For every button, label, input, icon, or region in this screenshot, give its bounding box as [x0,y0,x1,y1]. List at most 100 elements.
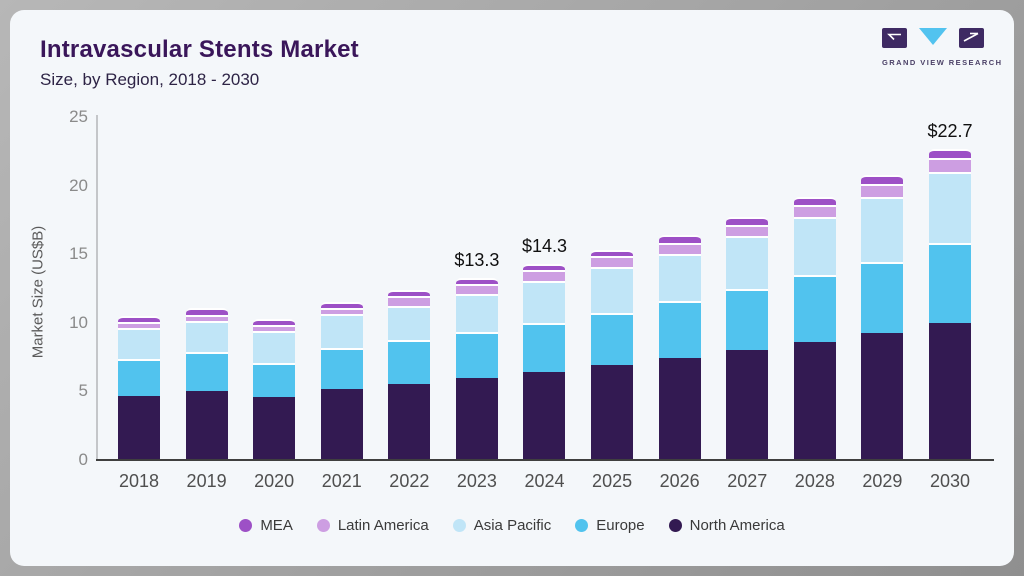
legend-label-latin-america: Latin America [337,517,429,534]
x-tick-2023: 2023 [456,471,497,491]
x-tick-2026: 2026 [659,471,700,491]
bar-2025-latin-america [591,256,634,268]
x-tick-2028: 2028 [794,471,835,491]
bar-2022-mea [388,289,431,297]
bar-2026-north-america [658,357,701,460]
bar-2023-asia-pacific [455,293,498,333]
legend-item-europe: Europe [575,517,645,534]
legend-label-mea: MEA [260,517,293,534]
gvr-logo-text: GRAND VIEW RESEARCH [882,58,1003,67]
legend-label-north-america: North America [689,517,785,534]
bar-2027-mea [726,217,769,226]
value-label-2023: $13.3 [454,249,500,270]
bar-2029-europe [861,261,904,334]
bar-2024-asia-pacific [523,280,566,323]
bar-2029-north-america [861,333,904,460]
bar-2019-north-america [185,390,228,460]
bar-2027-latin-america [726,225,769,237]
bar-2024-north-america [523,372,566,460]
legend-dot-asia-pacific [452,519,466,532]
bar-2020-north-america [253,396,296,460]
y-tick-20: 20 [69,175,88,195]
gvr-logo: GRAND VIEW RESEARCH [882,28,1003,67]
bar-2022-asia-pacific [388,305,431,340]
x-tick-2019: 2019 [186,471,227,491]
bar-2030-europe [928,243,971,323]
bar-2022-latin-america [388,296,431,306]
x-tick-2024: 2024 [524,471,565,491]
bar-2021-latin-america [320,307,363,314]
bar-2025-mea [591,250,634,257]
bar-2027-europe [726,289,769,351]
bar-2020-asia-pacific [253,331,296,363]
legend-dot-latin-america [316,519,330,532]
bar-2023-north-america [455,378,498,460]
bar-2030-asia-pacific [928,171,971,244]
x-tick-2027: 2027 [727,471,768,491]
x-tick-2021: 2021 [321,471,362,491]
legend-label-europe: Europe [596,517,645,534]
x-tick-2020: 2020 [254,471,295,491]
bar-2025-asia-pacific [591,267,634,314]
legend: MEA Latin America Asia Pacific Europe North … [10,517,1014,534]
bar-2020-europe [253,362,296,397]
bar-2018-europe [118,359,160,396]
value-label-2030: $22.7 [927,120,973,141]
y-axis-line [96,115,98,461]
legend-item-asia-pacific: Asia Pacific [452,517,552,534]
bar-2021-mea [320,301,363,308]
legend-item-mea: MEA [239,517,293,534]
stacked-bar-chart: Market Size (US$B) 0 5 10 15 20 25 2018 2019 202… [10,10,1014,566]
bar-2026-europe [658,300,701,358]
bar-2026-asia-pacific [658,253,701,301]
page-title: Intravascular Stents Market [40,36,359,63]
bar-2026-latin-america [658,242,701,254]
y-tick-15: 15 [69,244,88,264]
bar-2028-mea [793,196,836,205]
bar-2024-europe [523,322,566,373]
bar-2028-asia-pacific [793,217,836,276]
bar-2029-latin-america [861,184,904,198]
bar-2023-mea [455,277,498,284]
bar-2030-north-america [928,322,971,460]
bar-2028-north-america [793,342,836,460]
bar-2027-asia-pacific [726,236,769,290]
bar-2030-latin-america [928,158,971,172]
x-tick-2018: 2018 [118,471,160,491]
value-label-2024: $14.3 [521,235,568,256]
bar-2018-asia-pacific [118,328,160,360]
bar-2026-mea [658,234,701,243]
legend-label-asia-pacific: Asia Pacific [473,517,552,534]
legend-dot-north-america [668,519,682,532]
bar-2018-north-america [118,395,160,460]
bar-2020-latin-america [253,324,296,332]
y-tick-10: 10 [69,312,88,332]
x-tick-2029: 2029 [862,471,903,491]
x-tick-2030: 2030 [929,471,971,491]
bar-2029-asia-pacific [861,197,904,262]
bar-2023-latin-america [455,283,498,294]
legend-item-latin-america: Latin America [316,517,429,534]
bar-2024-latin-america [523,269,566,281]
bar-2018-mea [118,315,160,323]
bar-2024-mea [523,263,566,270]
bar-2022-europe [388,339,431,384]
bar-2019-latin-america [185,314,228,321]
y-tick-5: 5 [78,381,88,401]
bar-2029-mea [861,175,904,185]
bar-2021-europe [320,348,363,389]
bar-2021-asia-pacific [320,313,363,349]
bar-2025-europe [591,313,634,366]
bar-2030-mea [928,148,971,159]
bar-2022-north-america [388,383,431,460]
bar-2021-north-america [320,388,363,460]
legend-item-north-america: North America [668,517,785,534]
bar-2025-north-america [591,365,634,460]
legend-dot-europe [575,519,589,532]
bar-2020-mea [253,318,296,325]
bar-2019-europe [185,352,228,391]
bar-2019-asia-pacific [185,320,228,353]
bar-2018-latin-america [118,322,160,329]
bar-2028-latin-america [793,204,836,218]
x-axis-line [96,459,994,461]
